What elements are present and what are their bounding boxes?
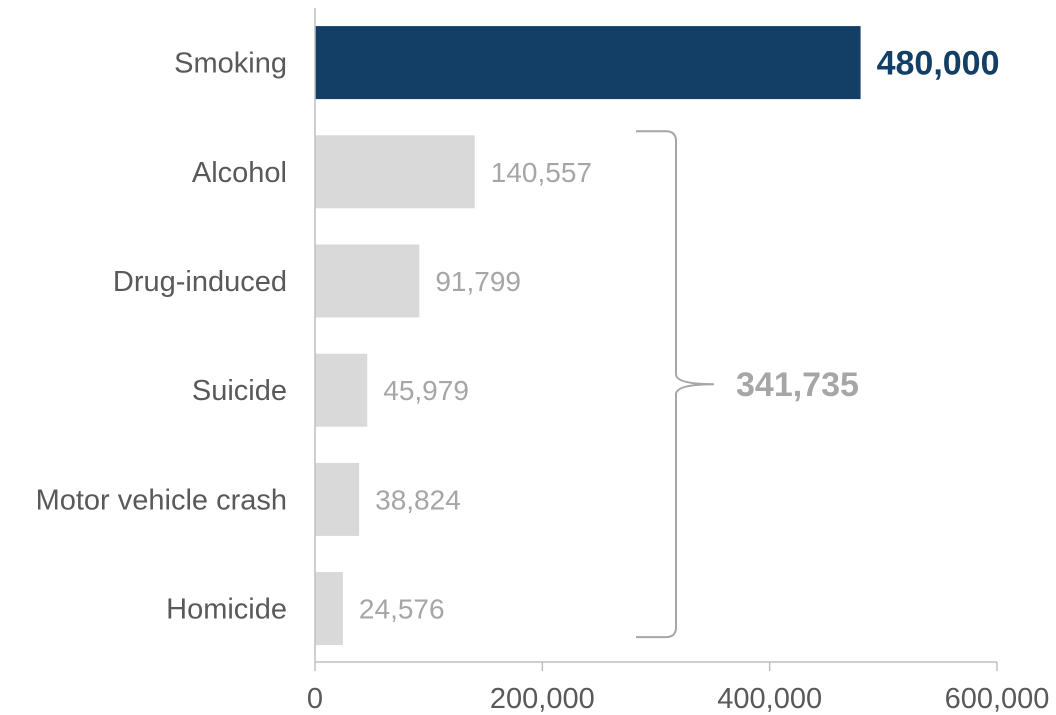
bar-smoking	[315, 26, 861, 100]
x-axis: 0 200,000 400,000 600,000	[307, 661, 1050, 715]
x-tick-label: 0	[307, 683, 323, 715]
value-label: 24,576	[359, 594, 445, 625]
category-labels-group: Smoking Alcohol Drug-induced Suicide Motor v…	[36, 48, 287, 626]
bars-group	[315, 26, 861, 646]
value-label: 45,979	[383, 375, 469, 406]
bar-alcohol	[315, 135, 475, 209]
category-label: Smoking	[174, 48, 287, 80]
category-label: Drug-induced	[113, 266, 287, 298]
value-label: 480,000	[877, 45, 1000, 83]
category-label: Motor vehicle crash	[36, 484, 287, 516]
bar-homicide	[315, 572, 343, 646]
category-label: Suicide	[192, 375, 287, 407]
curly-bracket	[636, 130, 715, 639]
value-label: 38,824	[375, 484, 461, 515]
category-label: Homicide	[166, 594, 287, 626]
bar-motor-vehicle-crash	[315, 462, 360, 536]
x-tick-label: 200,000	[490, 683, 595, 715]
bracket-annotation: 341,735	[636, 130, 859, 639]
bar-drug-induced	[315, 244, 420, 318]
value-label: 91,799	[435, 266, 521, 297]
category-label: Alcohol	[192, 157, 287, 189]
value-labels-group: 480,000 140,557 91,799 45,979 38,824 24,576	[359, 45, 1000, 625]
x-tick-label: 400,000	[717, 683, 822, 715]
bar-suicide	[315, 353, 368, 427]
bracket-total-label: 341,735	[736, 366, 859, 404]
value-label: 140,557	[491, 157, 592, 188]
x-tick-label: 600,000	[945, 683, 1050, 715]
